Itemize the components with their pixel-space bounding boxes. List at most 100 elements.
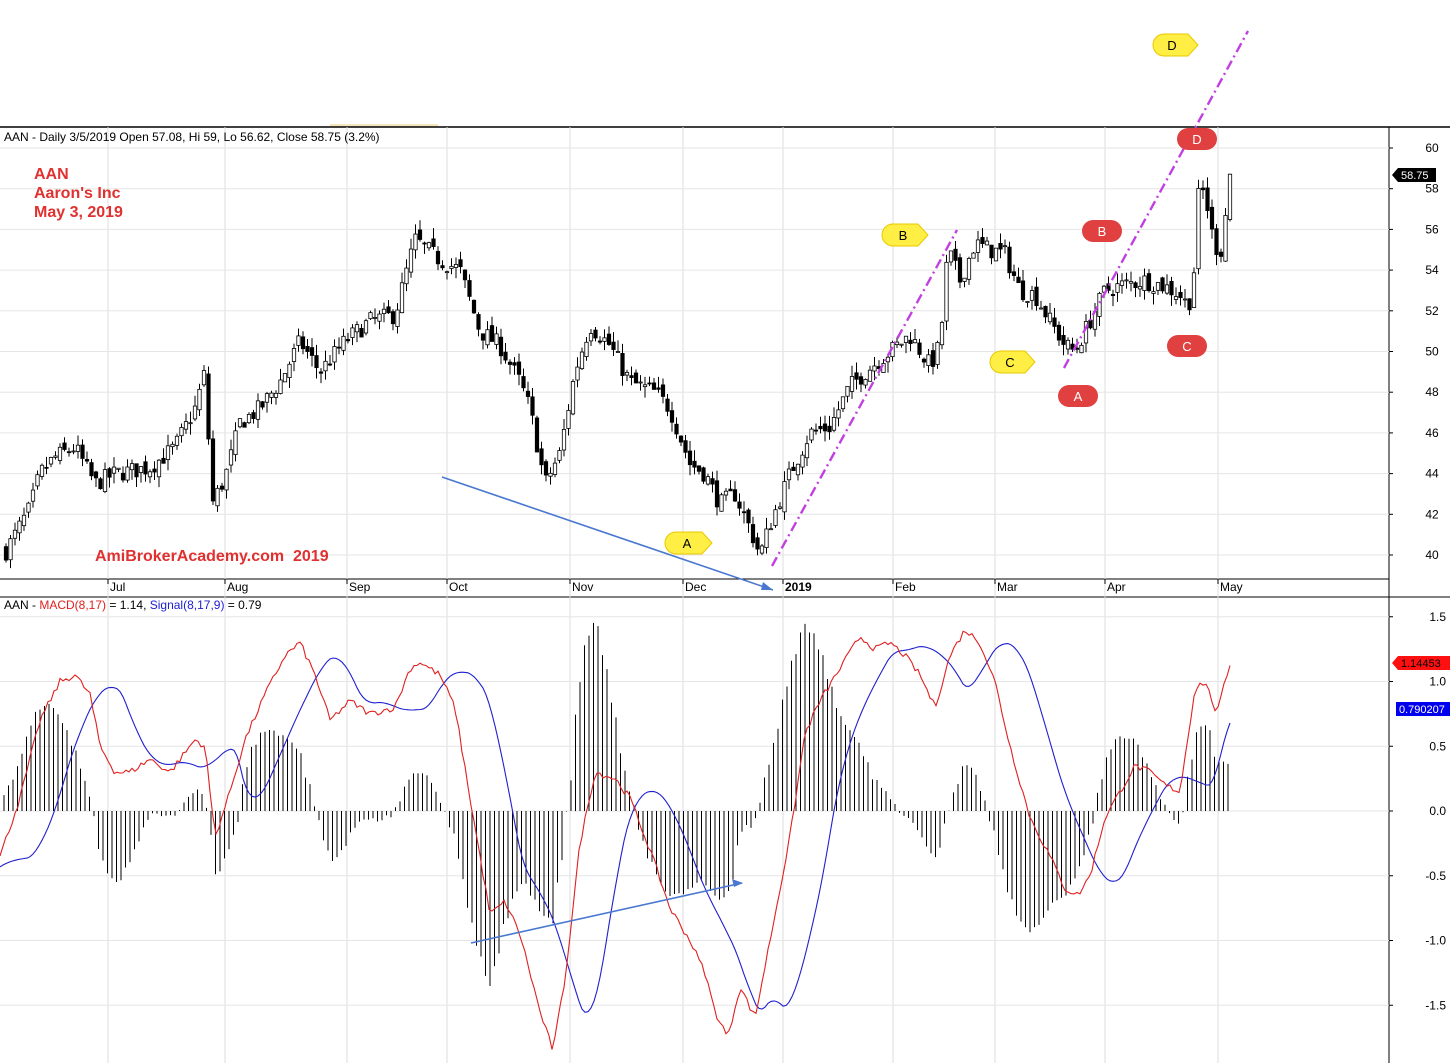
candle-74 — [336, 337, 342, 355]
candle-91 — [413, 224, 418, 259]
candle-59 — [269, 390, 274, 405]
candle-107 — [485, 321, 490, 349]
month-axis: Jul Aug Sep Oct Nov Dec 2019 Feb Mar Apr May — [107, 579, 1243, 594]
candle-228 — [1029, 285, 1035, 310]
candle-40 — [183, 413, 189, 434]
candle-55 — [251, 409, 256, 424]
candle-262 — [1182, 289, 1188, 308]
yellow-label-D-text: D — [1167, 38, 1176, 53]
candle-8 — [39, 463, 45, 480]
candle-117 — [530, 387, 535, 425]
candle-252 — [1137, 276, 1143, 297]
candle-254 — [1146, 269, 1152, 293]
candle-129 — [584, 336, 589, 361]
candle-196 — [885, 355, 891, 373]
macd-line — [0, 630, 1231, 1050]
candle-119 — [539, 441, 544, 475]
yellow-label-C-text: C — [1005, 355, 1014, 370]
month-tick-label: Sep — [349, 580, 371, 594]
candle-190 — [858, 372, 864, 392]
candle-223 — [1007, 241, 1012, 279]
candle-174 — [786, 461, 792, 490]
candle-202 — [912, 329, 918, 344]
candle-54 — [246, 412, 252, 425]
yellow-label-B-text: B — [899, 228, 908, 243]
candle-154 — [696, 465, 702, 475]
candle-58 — [264, 391, 270, 413]
candle-153 — [692, 450, 697, 475]
candle-144 — [651, 378, 657, 390]
candle-232 — [1047, 302, 1053, 325]
candle-93 — [422, 241, 427, 254]
candle-214 — [966, 256, 972, 285]
candle-52 — [237, 418, 243, 429]
yellow-label-A: A — [664, 531, 713, 555]
candle-261 — [1178, 285, 1183, 306]
red-label-C-text: C — [1182, 339, 1191, 354]
candle-265 — [1196, 179, 1201, 275]
candle-267 — [1205, 177, 1210, 219]
macd-value-tag-text: 1.14453 — [1401, 658, 1441, 670]
candle-66 — [300, 331, 306, 355]
candle-83 — [377, 310, 382, 330]
candle-146 — [660, 378, 666, 404]
price-tick-label: 40 — [1425, 548, 1439, 562]
candle-230 — [1038, 300, 1044, 310]
month-tick-label: Apr — [1107, 580, 1126, 594]
candle-38 — [174, 433, 180, 450]
candle-251 — [1133, 281, 1138, 298]
candle-118 — [534, 415, 540, 453]
candle-186 — [840, 396, 846, 413]
candle-170 — [768, 523, 774, 531]
macd-uptrend-line — [470, 882, 743, 944]
price-tick-label: 60 — [1425, 141, 1439, 155]
candle-134 — [606, 326, 612, 346]
candle-73 — [332, 339, 337, 370]
price-tick-label: 42 — [1425, 507, 1439, 521]
candle-158 — [714, 470, 720, 516]
price-tick-label: 58 — [1425, 182, 1439, 196]
candle-163 — [737, 493, 742, 516]
candle-20 — [93, 470, 99, 488]
candle-132 — [597, 336, 603, 345]
yellow-label-C: C — [989, 350, 1036, 374]
price-tick-label: 48 — [1425, 385, 1439, 399]
macd-value-tag: 1.14453 — [1392, 656, 1450, 670]
candle-0 — [3, 543, 9, 563]
candle-227 — [1025, 301, 1030, 308]
candle-33 — [152, 461, 157, 481]
candle-136 — [615, 340, 621, 353]
candle-124 — [561, 418, 567, 457]
candle-95 — [431, 228, 436, 250]
candle-49 — [224, 468, 229, 499]
candle-161 — [728, 480, 733, 492]
candle-105 — [476, 312, 481, 337]
candle-216 — [975, 230, 981, 263]
macd-header-prefix: AAN - — [4, 598, 39, 612]
candle-236 — [1065, 337, 1071, 355]
price-tick-label: 52 — [1425, 304, 1439, 318]
candle-183 — [827, 415, 832, 440]
candle-71 — [323, 350, 328, 380]
candle-184 — [831, 407, 837, 433]
month-tick-label: Oct — [449, 580, 468, 594]
candle-213 — [962, 277, 967, 288]
candle-46 — [210, 430, 216, 506]
candle-9 — [44, 456, 49, 475]
candle-188 — [849, 365, 855, 399]
price-downtrend-arrow — [761, 582, 773, 590]
candle-235 — [1061, 326, 1066, 356]
macd-header-name: MACD(8,17) — [39, 598, 106, 612]
candle-185 — [836, 401, 841, 427]
candle-126 — [570, 379, 576, 416]
candle-130 — [588, 329, 594, 347]
candle-171 — [773, 504, 778, 528]
candle-115 — [521, 368, 526, 392]
candle-113 — [512, 357, 517, 375]
candle-229 — [1034, 277, 1039, 311]
candle-76 — [345, 332, 351, 344]
red-label-B-text: B — [1098, 224, 1107, 239]
candle-259 — [1169, 276, 1174, 306]
price-tick-label: 56 — [1425, 222, 1439, 236]
